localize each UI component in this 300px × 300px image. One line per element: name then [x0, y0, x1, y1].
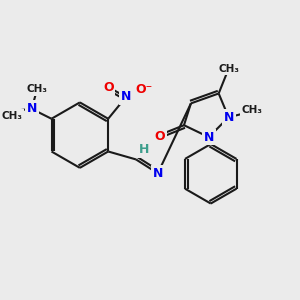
- Text: N: N: [224, 111, 234, 124]
- Text: N: N: [121, 90, 131, 104]
- Text: O: O: [103, 80, 113, 94]
- Text: O: O: [155, 130, 166, 142]
- Text: H: H: [139, 143, 149, 156]
- Text: CH₃: CH₃: [26, 84, 47, 94]
- Text: N: N: [153, 167, 163, 180]
- Text: CH₃: CH₃: [218, 64, 239, 74]
- Text: N: N: [204, 130, 214, 144]
- Text: O⁻: O⁻: [135, 82, 152, 95]
- Text: CH₃: CH₃: [242, 105, 263, 115]
- Text: N: N: [26, 102, 37, 115]
- Text: CH₃: CH₃: [1, 111, 22, 121]
